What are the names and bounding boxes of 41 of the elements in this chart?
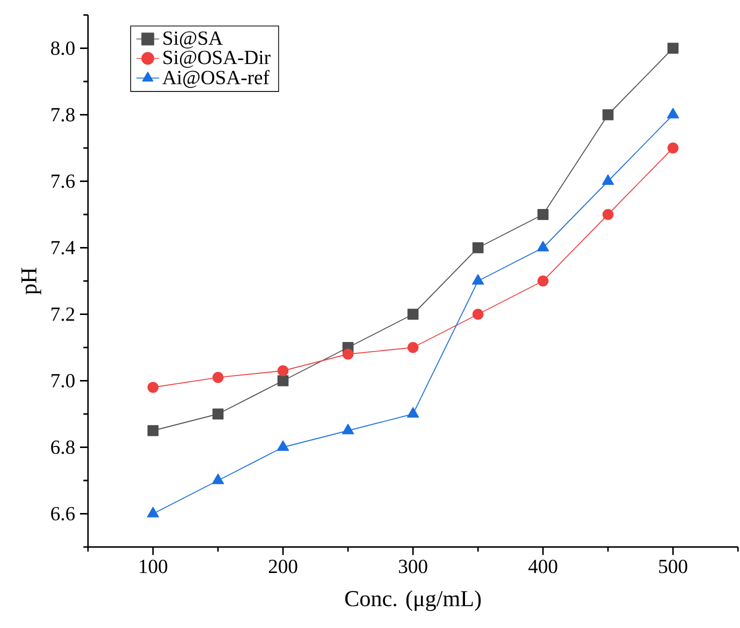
point (342, 348, 354, 360)
point (147, 382, 159, 393)
x-tick-label: 100 (140, 560, 168, 574)
point (212, 372, 224, 383)
point (602, 109, 614, 120)
point (212, 474, 224, 484)
y-tick-label: 6.8 (51, 440, 75, 454)
point (276, 440, 290, 451)
point (602, 208, 614, 220)
y-tick-label: 7.8 (52, 108, 75, 122)
point (146, 506, 160, 518)
point (667, 42, 679, 54)
point (277, 375, 289, 386)
legend-label: Si@OSA-Dir (164, 50, 270, 68)
y-tick-label: 8.0 (51, 41, 75, 56)
point (407, 308, 419, 320)
point (472, 274, 484, 285)
point (537, 275, 549, 287)
point (342, 424, 354, 434)
x-axis-title: Conc. (μg/mL) (345, 590, 481, 611)
x-tick-label: 300 (398, 560, 428, 574)
point (406, 407, 420, 418)
point (407, 342, 419, 354)
y-tick-label: 7.4 (52, 241, 75, 254)
y-tick-label: 6.6 (51, 506, 75, 521)
point (667, 142, 679, 154)
x-tick-label: 400 (528, 560, 558, 574)
y-tick-label: 7.0 (52, 374, 75, 388)
point (537, 208, 549, 220)
y-tick-label: 7.6 (52, 174, 75, 188)
point (147, 425, 159, 436)
legend-label: Ai@OSA-ref (162, 70, 270, 88)
y-axis-title: pH (21, 268, 42, 294)
legend-label: Si@SA (164, 31, 223, 48)
x-tick-label: 500 (659, 560, 688, 574)
y-tick-label: 7.2 (52, 307, 74, 322)
point (472, 242, 484, 254)
point (212, 408, 224, 420)
point (472, 308, 484, 320)
point (277, 365, 289, 376)
x-tick-label: 200 (268, 560, 298, 574)
